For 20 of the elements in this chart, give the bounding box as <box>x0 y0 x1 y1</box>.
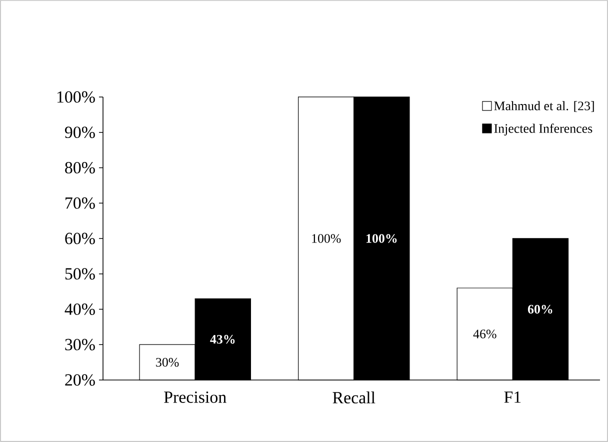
data-label: 46% <box>473 330 496 338</box>
y-tick-label: 20% <box>65 374 95 386</box>
y-tick-label: 90% <box>64 126 95 138</box>
x-tick-label: Precision <box>164 392 226 403</box>
y-tick-label: 40% <box>64 303 95 315</box>
data-label: 100% <box>312 234 341 243</box>
y-tick-label: 100% <box>57 91 95 103</box>
x-tick-label: F1 <box>504 392 521 403</box>
data-label: 30% <box>156 358 179 367</box>
data-label: 60% <box>528 304 552 314</box>
x-tick-label: Recall <box>332 392 376 404</box>
y-tick-label: 50% <box>65 268 95 280</box>
data-label: 100% <box>366 234 397 243</box>
y-tick-label: 30% <box>65 338 95 350</box>
data-label: 43% <box>210 334 235 344</box>
legend-label: Injected Inferences <box>494 124 592 136</box>
legend-label: Mahmud et al. [23] <box>494 101 594 112</box>
y-tick-label: 70% <box>66 197 95 209</box>
y-tick-label: 80% <box>65 162 95 174</box>
y-tick-label: 60% <box>65 232 95 244</box>
